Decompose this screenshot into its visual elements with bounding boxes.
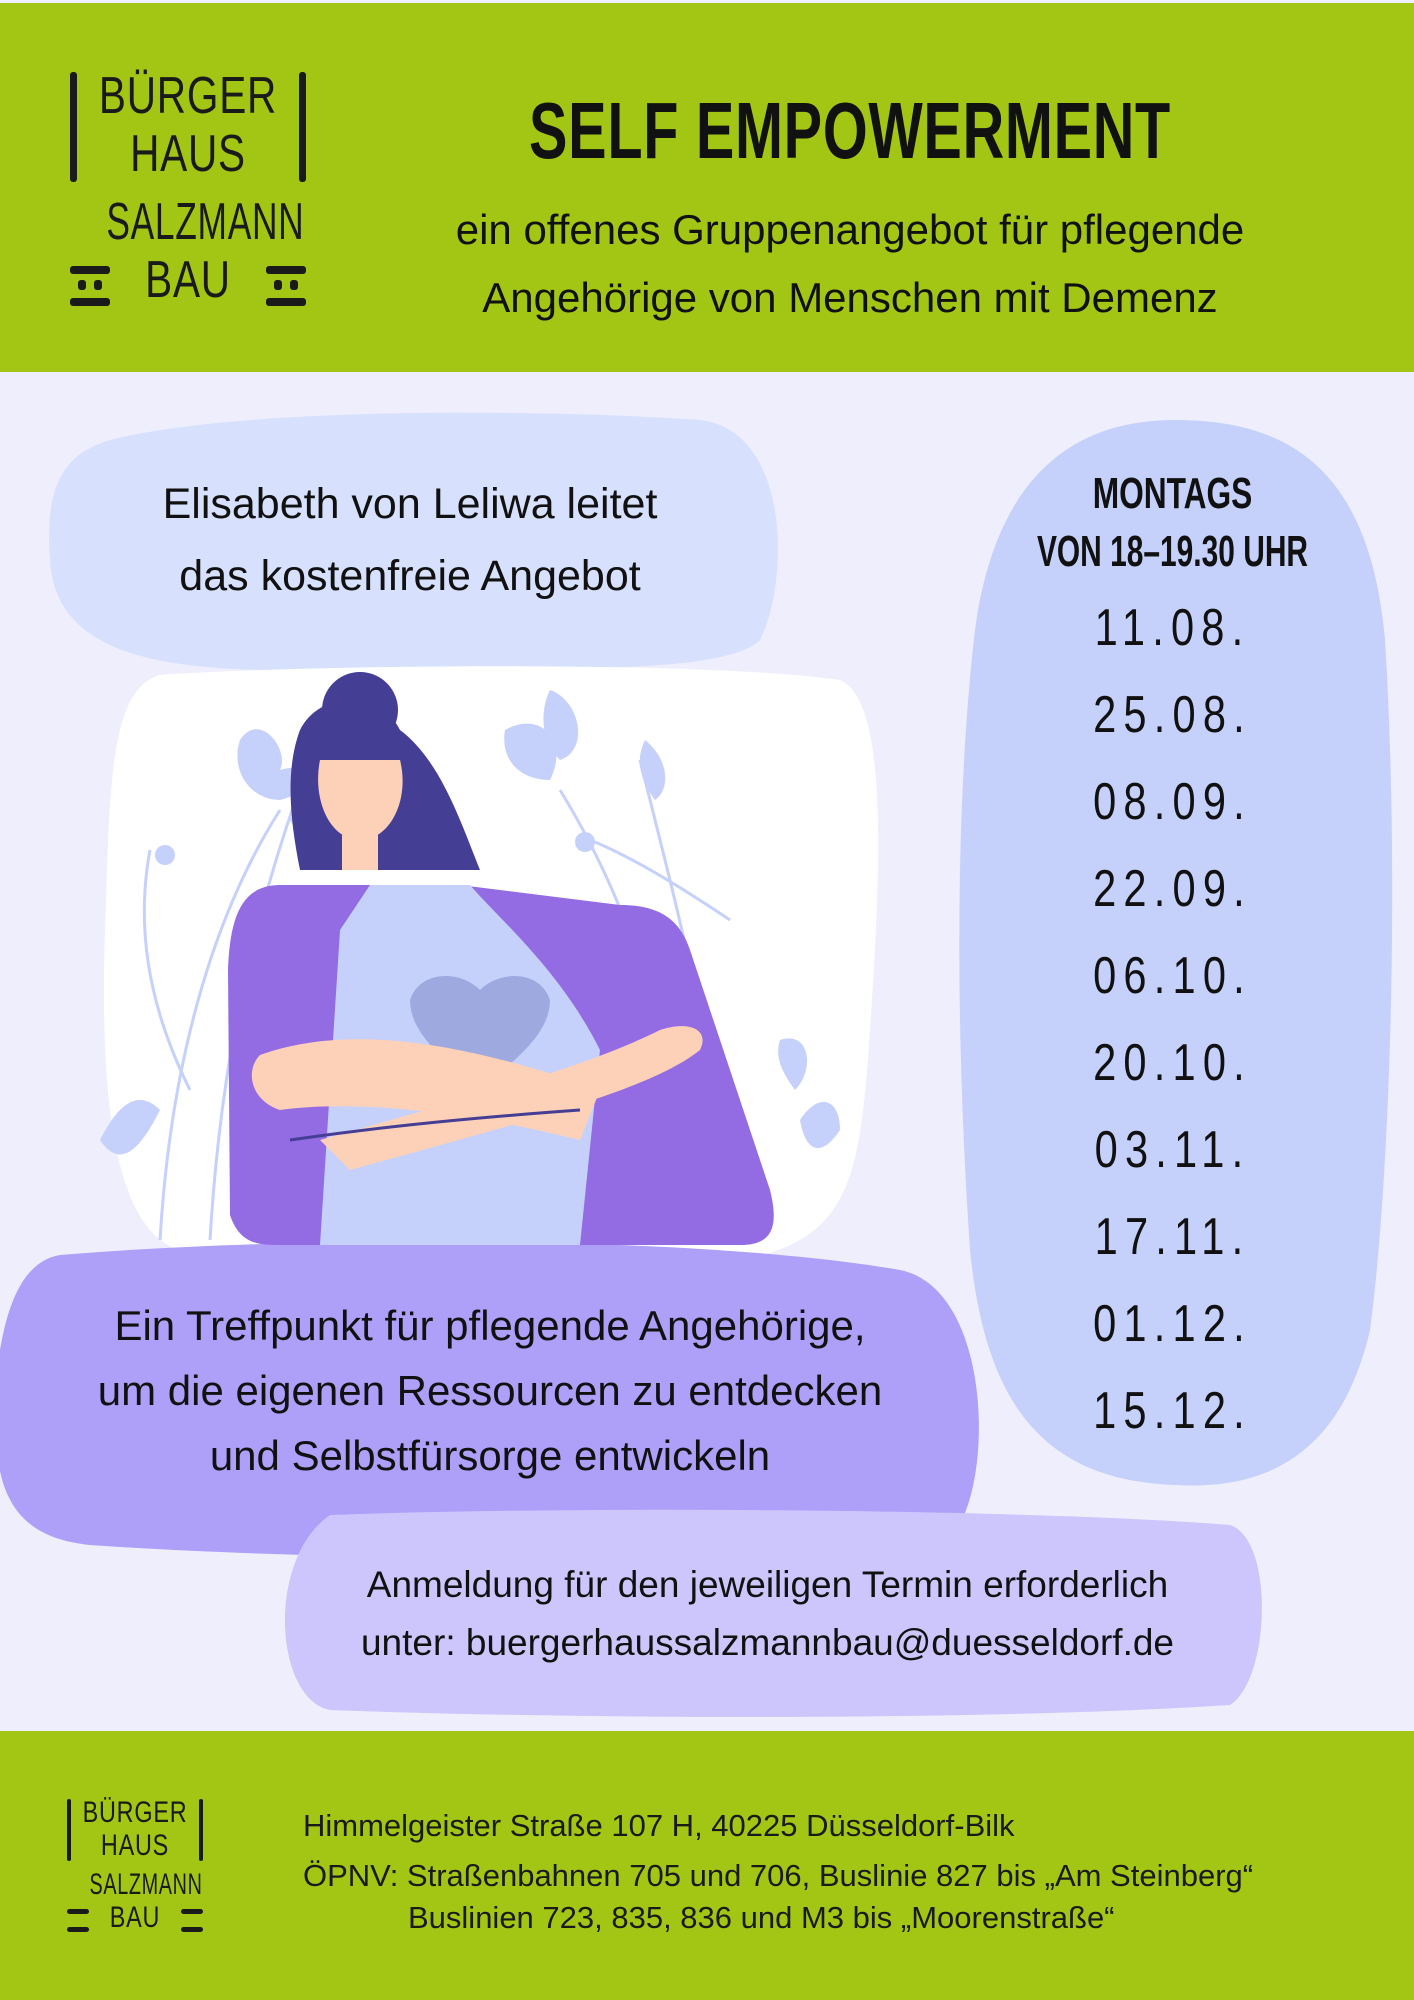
schedule-date: 03.11. xyxy=(1094,1121,1251,1179)
schedule-date: 25.08. xyxy=(1093,686,1252,744)
registration-line-1: Anmeldung für den jeweiligen Termin erfo… xyxy=(366,1564,1169,1605)
registration-email[interactable]: unter: buergerhaussalzmannbau@duesseldor… xyxy=(360,1622,1175,1663)
logo-text-bau: BAU xyxy=(145,251,231,309)
logo-text-salzmann: SALZMANN xyxy=(106,193,305,251)
leader-line-2: das kostenfreie Angebot xyxy=(179,552,641,600)
header-band xyxy=(0,3,1414,372)
description-bubble: Ein Treffpunkt für pflegende Angehörige,… xyxy=(10,1293,970,1488)
footer-logo-buergerhaus: BÜRGER HAUS SALZMANN BAU xyxy=(66,1797,204,1935)
footer-logo-text-haus: HAUS xyxy=(100,1829,170,1862)
footer-transit-line-2: Buslinien 723, 835, 836 und M3 bis „Moor… xyxy=(408,1900,1115,1935)
registration-bubble: Anmeldung für den jeweiligen Termin erfo… xyxy=(270,1556,1265,1672)
description-line-3: und Selbstfürsorge entwickeln xyxy=(209,1432,771,1479)
footer-logo-text-bau: BAU xyxy=(109,1901,161,1934)
description-bubble-shape xyxy=(0,1241,979,1559)
schedule-date: 06.10. xyxy=(1093,947,1252,1005)
schedule-time: VON 18–19.30 UHR xyxy=(1036,527,1309,576)
date-pill-shape xyxy=(959,420,1393,1486)
subtitle-line-1: ein offenes Gruppenangebot für pflegende xyxy=(455,206,1245,253)
schedule-date: 22.09. xyxy=(1093,860,1252,918)
logo-text-haus: HAUS xyxy=(130,125,246,183)
schedule-date: 17.11. xyxy=(1094,1208,1251,1266)
footer-address: Himmelgeister Straße 107 H, 40225 Düssel… xyxy=(303,1808,1015,1843)
schedule-date: 08.09. xyxy=(1093,773,1252,831)
description-line-1: Ein Treffpunkt für pflegende Angehörige, xyxy=(114,1302,866,1349)
schedule-date: 11.08. xyxy=(1094,599,1251,657)
registration-bubble-shape xyxy=(284,1509,1262,1717)
woman-self-hug-illustration xyxy=(100,672,840,1245)
description-line-2: um die eigenen Ressourcen zu entdecken xyxy=(97,1367,883,1414)
schedule-day: MONTAGS xyxy=(1092,469,1253,518)
footer-logo-text-buerger: BÜRGER xyxy=(82,1796,188,1829)
logo-buergerhaus: BÜRGER HAUS SALZMANN BAU xyxy=(68,68,308,308)
schedule-pill: MONTAGS VON 18–19.30 UHR 11.08. 25.08. 0… xyxy=(960,465,1385,1455)
page-title: SELF EMPOWERMENT xyxy=(529,86,1171,175)
footer-logo-text-salzmann: SALZMANN xyxy=(89,1868,203,1901)
schedule-date: 15.12. xyxy=(1093,1382,1252,1440)
leader-line-1: Elisabeth von Leliwa leitet xyxy=(162,480,658,528)
schedule-date: 20.10. xyxy=(1093,1034,1252,1092)
subtitle-line-2: Angehörige von Menschen mit Demenz xyxy=(482,274,1218,321)
leader-bubble-shape xyxy=(49,412,778,671)
leader-bubble: Elisabeth von Leliwa leitet das kostenfr… xyxy=(60,468,760,612)
logo-text-buerger: BÜRGER xyxy=(98,67,278,125)
footer-band xyxy=(0,1731,1414,2000)
schedule-date: 01.12. xyxy=(1093,1295,1252,1353)
footer-transit-line-1: ÖPNV: Straßenbahnen 705 und 706, Buslini… xyxy=(303,1858,1254,1893)
